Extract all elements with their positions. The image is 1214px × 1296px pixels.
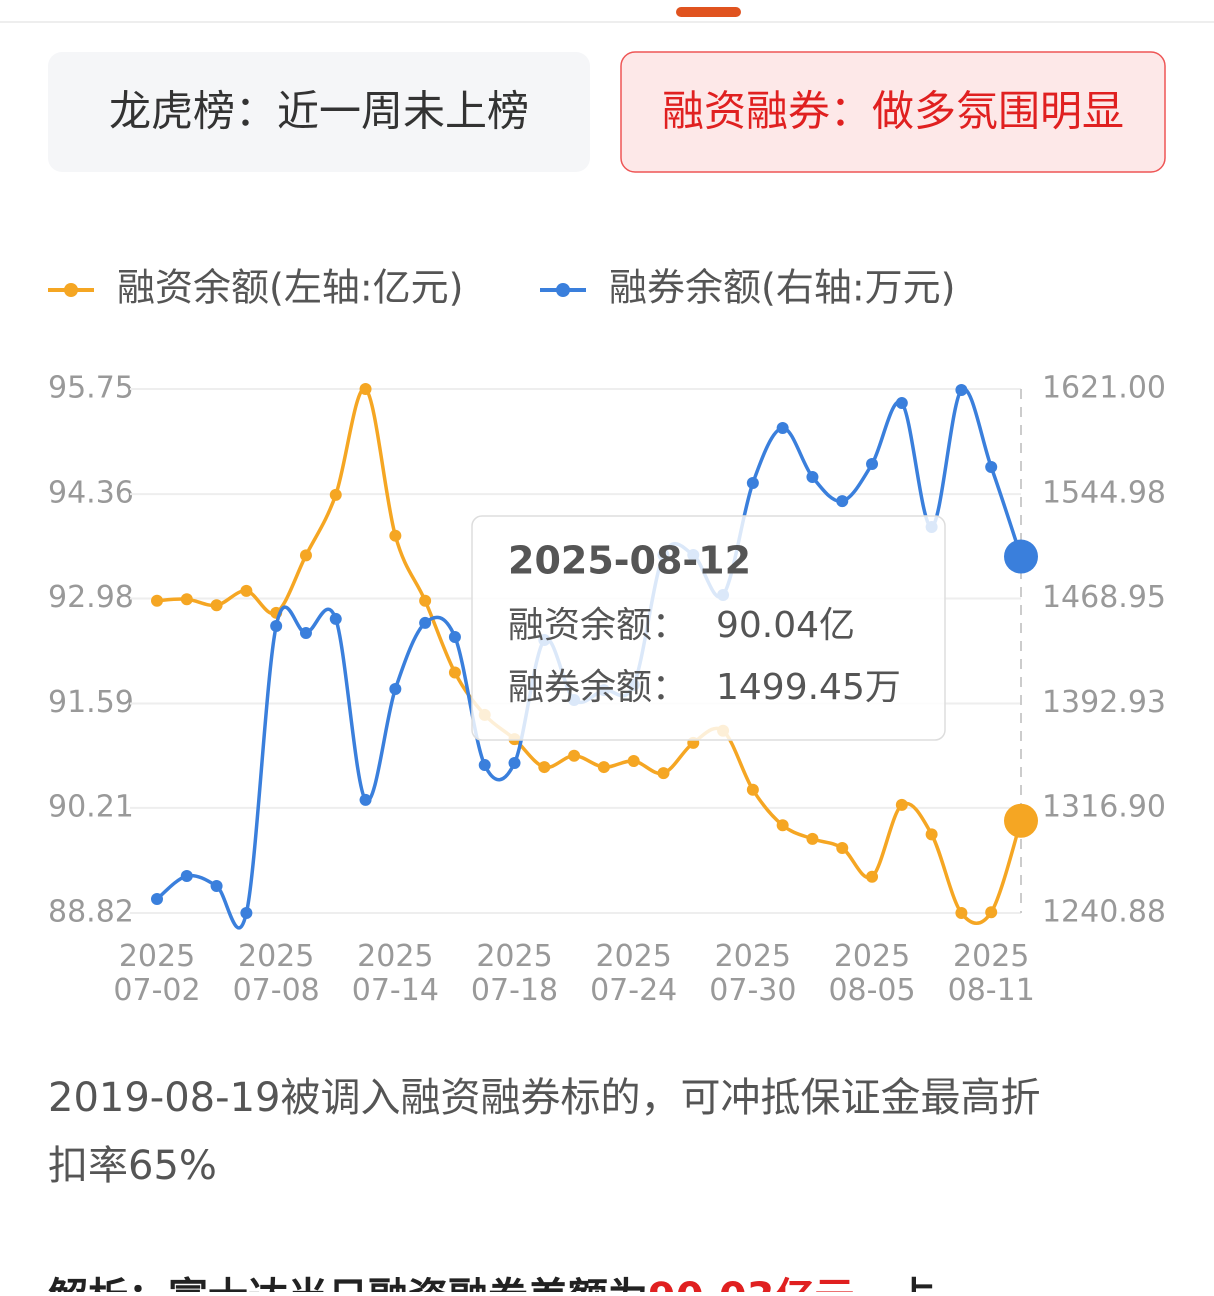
tooltip-label: 融券余额：	[508, 667, 688, 708]
y-tick-label: 90.21	[48, 789, 134, 824]
y-tick-label: 92.98	[48, 580, 134, 615]
tooltip-box	[471, 515, 946, 741]
data-point	[270, 619, 283, 632]
x-tick-label: 2025 07-18	[471, 939, 558, 1008]
data-point	[776, 819, 789, 832]
data-point	[389, 529, 402, 542]
analysis-suffix: ，占	[855, 1275, 935, 1292]
data-point	[448, 630, 461, 643]
data-point	[955, 383, 968, 396]
data-point	[151, 893, 163, 906]
data-point	[568, 749, 581, 762]
data-point	[299, 549, 312, 562]
data-point	[866, 457, 879, 470]
data-point	[806, 470, 819, 483]
legend-label: 融资余额(左轴:亿元)	[117, 266, 463, 310]
y-tick-label: 95.75	[48, 371, 134, 406]
tooltip-title: 2025-08-12	[508, 539, 751, 583]
data-point	[955, 907, 968, 919]
data-point	[597, 761, 610, 774]
data-point	[240, 584, 253, 597]
tooltip-value: 90.04亿	[716, 605, 855, 646]
data-point	[389, 682, 402, 695]
x-tick-label: 2025 07-14	[352, 939, 439, 1008]
data-point	[836, 495, 849, 508]
tag-box[interactable]	[48, 52, 590, 172]
y2-tick-label: 1392.93	[1042, 685, 1166, 720]
data-point	[895, 798, 908, 811]
data-point	[210, 599, 223, 612]
tooltip-label: 融资余额：	[508, 605, 688, 646]
data-point	[419, 594, 432, 607]
data-point	[836, 841, 849, 854]
x-tick-label: 2025 07-08	[233, 939, 320, 1008]
data-point	[210, 879, 223, 892]
tooltip-value: 1499.45万	[716, 667, 901, 708]
note-text: 2019-08-19被调入融资融券标的，可冲抵保证金最高折	[48, 1075, 1040, 1121]
x-tick-label: 2025 08-05	[828, 939, 915, 1008]
data-point	[299, 626, 312, 639]
tooltip: 2025-08-12 融资余额： 90.04亿 融券余额： 1499.45万	[471, 515, 946, 741]
tag-text: 龙虎榜：近一周未上榜	[109, 87, 529, 136]
legend-dot	[64, 283, 78, 297]
data-point	[895, 397, 908, 410]
data-point	[240, 907, 253, 919]
y2-tick-label: 1544.98	[1042, 475, 1166, 510]
y2-tick-label: 1621.00	[1042, 371, 1166, 406]
y-tick-label: 94.36	[48, 476, 134, 511]
tag-box[interactable]	[620, 51, 1166, 173]
legend-dot	[556, 283, 570, 297]
drag-handle[interactable]	[676, 7, 741, 17]
data-point	[448, 666, 461, 679]
y-tick-label: 91.59	[48, 685, 134, 720]
data-point	[657, 767, 670, 780]
data-point	[359, 793, 372, 806]
tag-text: 融资融券：做多氛围明显	[662, 87, 1124, 136]
data-point	[746, 477, 759, 490]
data-point	[329, 488, 342, 501]
analysis-highlight: 90.03亿元	[648, 1275, 855, 1292]
data-point	[329, 612, 342, 625]
data-point	[627, 755, 640, 768]
chart: 融资余额(左轴:亿元) 融券余额(右轴:万元) 88.82 90.21 91.59 92.…	[48, 266, 1166, 1008]
data-point	[1004, 803, 1038, 838]
y-tick-label: 88.82	[48, 895, 134, 930]
data-point	[419, 616, 432, 629]
x-tick-label: 2025 07-24	[590, 939, 677, 1008]
data-point	[151, 594, 163, 607]
data-point	[508, 756, 521, 769]
analysis-text: 解析：富士达当日融资融券差额为90.03亿元，占	[48, 1275, 935, 1292]
data-point	[806, 832, 819, 845]
x-tick-label: 2025 08-11	[948, 939, 1035, 1008]
y2-tick-label: 1468.95	[1042, 580, 1166, 615]
y2-tick-label: 1240.88	[1042, 895, 1166, 930]
legend-label: 融券余额(右轴:万元)	[609, 266, 955, 310]
data-point	[985, 461, 998, 474]
data-point	[180, 870, 193, 883]
data-point	[776, 422, 789, 435]
data-point	[478, 759, 491, 772]
data-point	[985, 906, 998, 919]
data-point	[538, 761, 551, 774]
data-point	[866, 870, 879, 883]
data-point	[1004, 539, 1038, 574]
y2-tick-label: 1316.90	[1042, 790, 1166, 825]
data-point	[180, 593, 193, 606]
x-tick-label: 2025 07-02	[113, 939, 200, 1008]
data-point	[925, 828, 938, 841]
x-tick-label: 2025 07-30	[709, 939, 796, 1008]
data-point	[746, 783, 759, 796]
note-text: 扣率65%	[48, 1143, 217, 1189]
data-point	[359, 383, 372, 395]
analysis-prefix: 解析：富士达当日融资融券差额为	[48, 1275, 648, 1292]
